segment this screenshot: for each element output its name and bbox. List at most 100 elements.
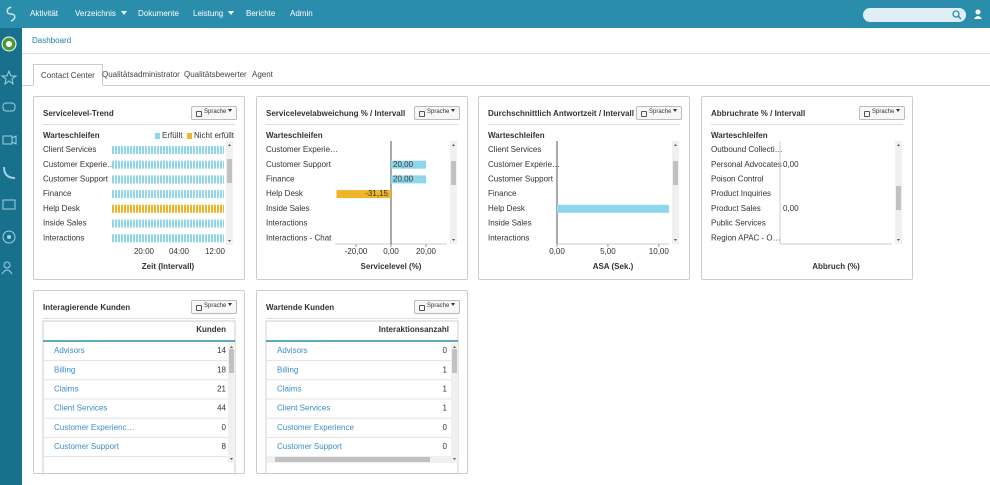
scroll-down (453, 458, 456, 460)
row-value: 0 (222, 423, 227, 432)
nav-label[interactable]: Aktivität (30, 9, 59, 18)
x-tick-label: 10,00 (649, 247, 670, 256)
nav-label[interactable]: Admin (290, 9, 313, 18)
nav-caret[interactable] (228, 11, 235, 18)
row-link[interactable]: Customer Support (277, 442, 343, 451)
nav-item[interactable]: Leistung (193, 9, 235, 18)
breadcrumb[interactable]: Dashboard (32, 36, 72, 45)
widget-title: Abbruchrate % / Intervall (711, 109, 806, 118)
x-tick-label: 5,00 (600, 247, 616, 256)
row-value: 21 (217, 385, 226, 394)
language-button[interactable]: Sprache (414, 106, 461, 120)
scrollbar-thumb (452, 349, 457, 373)
row-label: Help Desk (266, 189, 304, 198)
x-tick-label: 0,00 (549, 247, 565, 256)
widget-chart: Warteschleifen Outbound Collecti… Personal… (711, 131, 902, 271)
search-box[interactable] (863, 8, 966, 22)
widget-title: Wartende Kunden (266, 303, 335, 312)
nav-label[interactable]: Verzeichnis (75, 9, 116, 18)
language-button[interactable]: Sprache (191, 106, 238, 120)
scrollbar-track (672, 141, 679, 244)
scrollbar-thumb (673, 161, 678, 185)
logo (6, 6, 16, 22)
scroll-down (228, 240, 231, 242)
row-label: Finance (266, 175, 295, 184)
x-tick-label: -20,00 (345, 247, 368, 256)
row-label: Product Inquiries (711, 189, 771, 198)
scroll-up (228, 144, 231, 146)
nav-caret[interactable] (120, 11, 127, 18)
row-label: Customer Support (266, 160, 332, 169)
nav-label[interactable]: Berichte (246, 9, 276, 18)
search-icon[interactable] (952, 10, 962, 20)
legend-swatch (155, 133, 160, 139)
tab[interactable]: Agent (252, 70, 273, 79)
row-link[interactable]: Billing (277, 365, 298, 374)
row-link[interactable]: Client Services (54, 404, 107, 413)
table-widget: Wartende Kunden Sprache Interaktionsanzahl… (256, 290, 468, 474)
header-divider (43, 124, 235, 125)
nav-item[interactable]: Admin (290, 9, 313, 18)
row-header: Warteschleifen (43, 131, 100, 140)
row-label: Personal Advocates (711, 160, 782, 169)
row-link[interactable]: Advisors (54, 346, 85, 355)
column-header: Kunden (196, 325, 226, 334)
row-label: Inside Sales (266, 204, 310, 213)
nav-item[interactable]: Verzeichnis (75, 9, 127, 18)
top-nav (0, 0, 990, 28)
row-link[interactable]: Claims (277, 385, 301, 394)
language-button[interactable]: Sprache (859, 106, 906, 120)
tab[interactable]: Qualitätsadministrator (102, 70, 180, 79)
row-link[interactable]: Customer Experience (277, 423, 354, 432)
nav-label[interactable]: Leistung (193, 9, 224, 18)
row-link[interactable]: Customer Experienc… (54, 423, 134, 432)
scrollbar-track (226, 141, 233, 245)
trend-bar (112, 190, 224, 199)
tab[interactable]: Qualitätsbewerter (184, 70, 247, 79)
header-divider (266, 318, 458, 319)
tab-divider (22, 85, 990, 86)
row-value: 1 (443, 404, 448, 413)
row-link[interactable]: Customer Support (54, 442, 120, 451)
tab[interactable]: Contact Center (33, 64, 103, 86)
nav-item[interactable]: Berichte (246, 9, 275, 18)
scroll-up (897, 144, 900, 146)
row-link[interactable]: Advisors (277, 346, 308, 355)
header-divider (711, 124, 903, 125)
h-scroll-thumb (275, 457, 430, 462)
nav-label[interactable]: Dokumente (138, 9, 179, 18)
row-link[interactable]: Claims (54, 385, 78, 394)
row-link[interactable]: Client Services (277, 404, 330, 413)
row-link[interactable]: Billing (54, 365, 75, 374)
row-value: 0 (443, 442, 448, 451)
nav-item[interactable]: Dokumente (138, 9, 179, 18)
header-divider (266, 124, 458, 125)
language-button[interactable]: Sprache (414, 300, 461, 314)
row-label: Client Services (43, 145, 96, 154)
row-label: Inside Sales (488, 219, 532, 228)
language-button[interactable]: Sprache (636, 106, 683, 120)
row-label: Poison Control (711, 175, 764, 184)
widget: Abbruchrate % / Intervall Sprache Wartesch… (701, 96, 913, 280)
trend-bar (112, 219, 224, 228)
row-label: Customer Support (488, 175, 554, 184)
row-value: 18 (217, 365, 226, 374)
row-label: Interactions - Chat (266, 233, 332, 242)
row-label: Product Sales (711, 204, 761, 213)
row-label: Public Services (711, 219, 766, 228)
row-label: Customer Experie… (488, 160, 560, 169)
nav-item[interactable]: Aktivität (30, 9, 58, 18)
trend-bar (112, 175, 224, 184)
trend-bar (112, 204, 224, 213)
bar (391, 175, 426, 184)
language-button[interactable]: Sprache (191, 300, 238, 314)
table: Interaktionsanzahl Advisors 0 Billing 1 Claim… (265, 320, 459, 473)
x-tick-label: 20,00 (416, 247, 437, 256)
row-label: Outbound Collecti… (711, 145, 783, 154)
legend-label: Nicht erfüllt (194, 131, 235, 140)
user-icon[interactable] (973, 9, 983, 20)
row-value: 44 (217, 404, 226, 413)
row-value: 0 (443, 423, 448, 432)
sidebar-icons (0, 36, 18, 275)
widget: Servicelevelabweichung % / Intervall Spra… (256, 96, 468, 280)
